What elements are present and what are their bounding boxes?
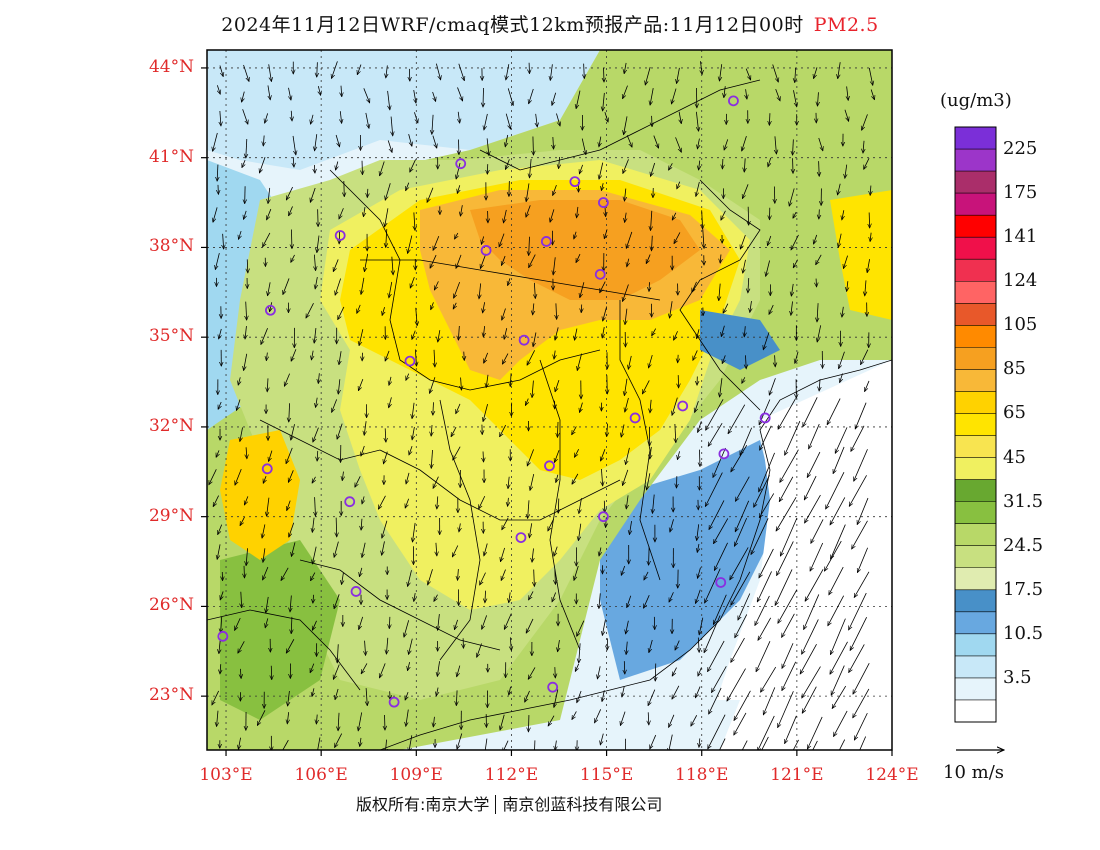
colorbar-swatch — [955, 655, 996, 679]
colorbar-swatch — [955, 413, 996, 437]
colorbar-swatch — [955, 259, 996, 282]
colorbar-swatch — [955, 369, 996, 392]
colorbar-swatch — [955, 457, 996, 481]
title-variable: PM2.5 — [813, 14, 879, 36]
lon-label: 109°E — [389, 765, 443, 785]
colorbar-swatch — [955, 325, 996, 348]
colorbar-swatch — [955, 545, 996, 569]
colorbar-level-label: 31.5 — [1003, 490, 1044, 512]
city-marker-jinan — [594, 268, 606, 280]
city-marker-beijing — [569, 176, 581, 188]
city-marker-hangzhou — [718, 448, 730, 460]
colorbar-swatch — [955, 523, 996, 547]
colorbar-swatch — [955, 633, 996, 657]
lat-label: 32°N — [148, 415, 194, 436]
footer-right: 南京创蓝科技有限公司 — [495, 795, 663, 814]
colorbar-swatch — [955, 193, 996, 216]
city-marker-nanchang — [598, 511, 609, 523]
lat-label: 29°N — [148, 505, 194, 526]
colorbar-level-label: 225 — [1003, 138, 1038, 160]
city-marker-zhengzhou — [518, 334, 530, 346]
lon-label: 106°E — [294, 765, 348, 785]
lat-label: 23°N — [148, 685, 194, 706]
colorbar-swatch — [955, 589, 996, 613]
colorbar-swatch — [955, 567, 996, 591]
wind-scale-label: 10 m/s — [943, 762, 1004, 783]
colorbar-swatch — [955, 611, 996, 635]
colorbar-swatch — [955, 303, 996, 326]
city-marker-xian — [404, 355, 416, 367]
city-marker-taiyuan — [480, 245, 492, 256]
pm25-concentration-field — [207, 50, 892, 750]
colorbar-level-label: 124 — [1003, 270, 1038, 292]
city-marker-shanghai — [759, 412, 771, 424]
colorbar-level-label: 105 — [1003, 314, 1038, 336]
city-marker-shijiazhuang — [540, 236, 552, 247]
colorbar-swatch — [955, 501, 996, 525]
city-marker-fuzhou — [715, 577, 727, 588]
city-markers — [217, 95, 771, 708]
city-marker-chengdu — [261, 463, 273, 475]
lat-lon-grid — [207, 50, 892, 750]
map-title: 2024年11月12日WRF/cmaq模式12km预报产品:11月12日00时 P… — [0, 10, 1100, 37]
colorbar-swatch — [955, 171, 996, 194]
lat-label: 41°N — [148, 146, 194, 167]
lon-label: 124°E — [865, 765, 919, 785]
colorbar-swatch — [955, 215, 996, 238]
city-marker-changsha — [515, 532, 527, 544]
lon-label: 112°E — [484, 765, 539, 785]
colorbar-level-label: 141 — [1003, 226, 1038, 248]
map-frame — [206, 49, 893, 751]
city-marker-harbin-like — [728, 95, 739, 107]
colorbar — [954, 126, 997, 723]
colorbar-swatch — [955, 149, 996, 172]
wind-vectors — [209, 61, 875, 750]
colorbar-level-label: 175 — [1003, 182, 1038, 204]
footer-left: 版权所有:南京大学 — [356, 795, 490, 814]
city-marker-guangzhou — [547, 681, 559, 693]
colorbar-swatch — [955, 237, 996, 260]
colorbar-level-label: 10.5 — [1003, 622, 1044, 644]
city-marker-lanzhou — [265, 304, 276, 316]
copyright-footer: 版权所有:南京大学 南京创蓝科技有限公司 — [356, 791, 668, 815]
lat-label: 35°N — [148, 326, 194, 347]
lon-label: 103°E — [199, 765, 253, 785]
colorbar-swatch — [955, 435, 996, 459]
city-marker-guiyang — [350, 586, 362, 597]
lon-label: 121°E — [770, 765, 824, 785]
colorbar-swatch — [955, 699, 996, 723]
city-marker-tianjin — [598, 197, 609, 208]
city-marker-nanning — [388, 696, 400, 708]
city-marker-chongqing — [344, 496, 356, 508]
colorbar-swatch — [955, 347, 996, 370]
colorbar-swatch — [955, 479, 996, 503]
colorbar-unit: (ug/m3) — [940, 90, 1012, 111]
city-marker-yinchuan — [334, 230, 346, 241]
province-boundaries — [207, 79, 892, 750]
colorbar-swatch — [955, 127, 996, 150]
lat-label: 26°N — [148, 595, 194, 616]
colorbar-level-label: 45 — [1003, 446, 1026, 468]
city-marker-hohhot — [455, 158, 467, 170]
lon-label: 118°E — [675, 765, 729, 785]
colorbar-level-label: 65 — [1003, 402, 1026, 424]
colorbar-swatch — [955, 677, 996, 701]
city-marker-hefei — [629, 412, 641, 424]
colorbar-swatch — [955, 281, 996, 304]
lon-label: 115°E — [579, 765, 634, 785]
lat-label: 38°N — [148, 236, 194, 257]
colorbar-level-label: 24.5 — [1003, 534, 1044, 556]
lat-label: 44°N — [148, 56, 194, 77]
city-marker-wuhan — [544, 460, 555, 472]
colorbar-swatch — [955, 391, 996, 414]
colorbar-level-label: 85 — [1003, 358, 1026, 380]
title-main: 2024年11月12日WRF/cmaq模式12km预报产品:11月12日00时 — [221, 14, 804, 36]
city-marker-nanjing — [677, 400, 689, 412]
colorbar-level-label: 3.5 — [1003, 666, 1032, 688]
colorbar-level-label: 17.5 — [1003, 578, 1044, 600]
city-marker-kunming — [217, 630, 229, 642]
axis-ticks — [201, 67, 893, 756]
